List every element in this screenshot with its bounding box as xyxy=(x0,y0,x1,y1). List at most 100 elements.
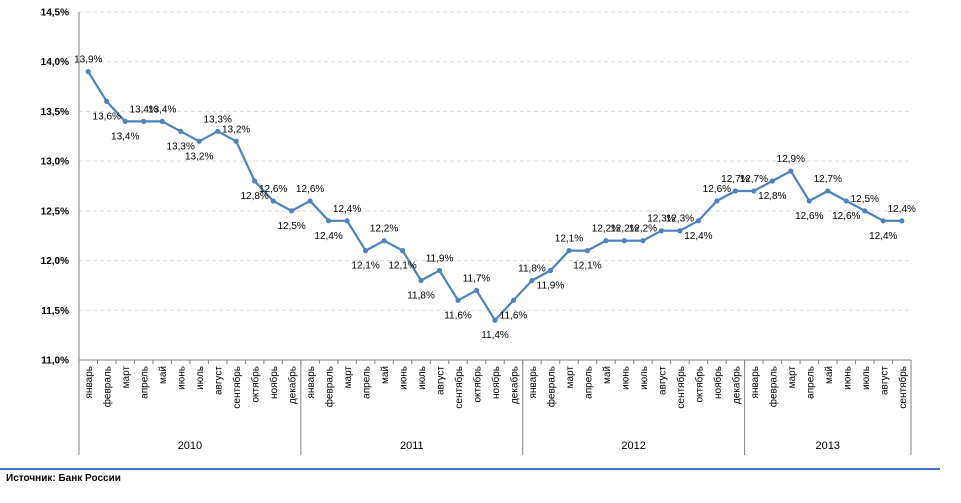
data-label: 12,4% xyxy=(333,204,361,215)
data-label: 12,1% xyxy=(388,261,416,272)
data-point xyxy=(455,297,461,303)
y-axis-ticks: 11,0% 11,5% 12,0% 12,5% 13,0% 13,5% 14,0% 14,5% xyxy=(41,8,69,367)
x-tick-label: март xyxy=(565,366,576,389)
x-tick-label: май xyxy=(158,366,169,384)
data-point xyxy=(381,238,387,244)
data-labels: 13,9%13,6%13,4%13,4%13,4%13,3%13,2%13,3%… xyxy=(74,55,916,342)
data-label: 12,3% xyxy=(647,214,675,225)
year-label: 2012 xyxy=(621,440,645,452)
x-tick-label: апрель xyxy=(140,366,151,399)
data-point xyxy=(788,168,794,174)
data-point xyxy=(806,198,812,204)
data-point xyxy=(289,208,295,214)
data-label: 12,1% xyxy=(555,234,583,245)
x-tick-label: июль xyxy=(417,366,428,390)
data-label: 12,2% xyxy=(610,224,638,235)
data-point xyxy=(510,297,517,303)
data-point xyxy=(178,128,184,134)
data-label: 12,8% xyxy=(240,191,268,202)
year-labels: 2010 2011 2012 2013 xyxy=(178,360,840,455)
x-tick-label: сентябрь xyxy=(675,366,687,409)
series-line-layer xyxy=(85,69,905,323)
data-label: 11,8% xyxy=(407,290,435,301)
x-tick-label: апрель xyxy=(362,366,373,399)
x-tick-label: февраль xyxy=(767,366,779,407)
data-label: 12,4% xyxy=(314,231,342,242)
x-tick-label: июль xyxy=(195,366,206,390)
data-point xyxy=(640,238,646,244)
data-label: 12,3% xyxy=(666,214,694,225)
data-point xyxy=(899,218,905,224)
year-label: 2013 xyxy=(816,440,840,452)
data-point xyxy=(141,118,147,124)
data-label: 12,7% xyxy=(721,174,749,185)
x-tick-label: март xyxy=(121,366,132,389)
source-note: Источник: Банк России xyxy=(6,473,121,484)
data-label: 12,2% xyxy=(370,224,398,235)
data-label: 12,5% xyxy=(851,194,879,205)
data-point xyxy=(492,317,498,323)
data-point xyxy=(566,248,572,254)
data-label: 13,4% xyxy=(148,104,176,115)
data-point xyxy=(621,238,628,244)
x-tick-label: август xyxy=(879,366,890,395)
data-label: 11,9% xyxy=(426,254,454,265)
data-label: 12,7% xyxy=(740,174,768,185)
data-point xyxy=(695,218,701,224)
x-tick-label: март xyxy=(343,366,354,389)
data-point xyxy=(399,248,406,254)
x-tick-label: декабрь xyxy=(287,366,299,404)
data-point xyxy=(862,208,868,214)
x-tick-label: ноябрь xyxy=(712,366,724,399)
x-tick-label: январь xyxy=(528,366,539,398)
y-tick-label: 11,5% xyxy=(41,306,69,317)
data-point xyxy=(196,138,202,144)
x-tick-label: сентябрь xyxy=(231,366,243,409)
data-label: 12,4% xyxy=(684,231,712,242)
x-tick-label: июнь xyxy=(177,366,188,390)
data-label: 12,2% xyxy=(592,224,620,235)
data-label: 12,6% xyxy=(703,184,731,195)
source-divider xyxy=(0,468,940,470)
data-label: 13,4% xyxy=(111,131,139,142)
data-point xyxy=(85,69,91,75)
data-label: 12,1% xyxy=(351,261,379,272)
x-tick-label: сентябрь xyxy=(897,366,909,409)
data-label: 13,4% xyxy=(130,104,158,115)
x-tick-label: август xyxy=(657,366,668,395)
data-point xyxy=(418,277,424,284)
year-label: 2010 xyxy=(178,440,202,452)
x-tick-label: январь xyxy=(84,366,95,398)
data-label: 12,6% xyxy=(832,211,860,222)
x-tick-label: июль xyxy=(861,366,872,390)
x-tick-label: декабрь xyxy=(508,366,520,404)
data-point xyxy=(677,228,683,234)
x-tick-label: май xyxy=(824,366,835,384)
y-tick-label: 12,0% xyxy=(41,256,69,267)
data-point xyxy=(714,198,720,204)
axes xyxy=(78,12,912,455)
data-point xyxy=(104,98,110,105)
x-tick-label: ноябрь xyxy=(490,366,502,399)
x-tick-label: сентябрь xyxy=(453,366,465,409)
x-tick-label: январь xyxy=(306,366,317,398)
data-label: 11,4% xyxy=(481,330,509,341)
data-point xyxy=(326,218,332,224)
data-label: 12,6% xyxy=(795,211,823,222)
data-point xyxy=(751,188,757,194)
x-tick-label: апрель xyxy=(805,366,816,399)
y-tick-label: 12,5% xyxy=(41,206,69,217)
y-tick-label: 14,0% xyxy=(41,57,69,68)
data-label: 12,8% xyxy=(758,191,786,202)
data-point xyxy=(307,198,313,204)
data-point xyxy=(215,128,221,134)
gridlines xyxy=(79,11,911,311)
x-tick-label: май xyxy=(602,366,613,384)
data-label: 13,3% xyxy=(167,141,195,152)
data-label: 12,1% xyxy=(573,261,601,272)
data-point xyxy=(362,248,369,254)
x-tick-label: ноябрь xyxy=(268,366,280,399)
data-label: 13,9% xyxy=(74,55,102,66)
y-tick-label: 14,5% xyxy=(41,8,69,19)
data-point xyxy=(473,287,480,293)
